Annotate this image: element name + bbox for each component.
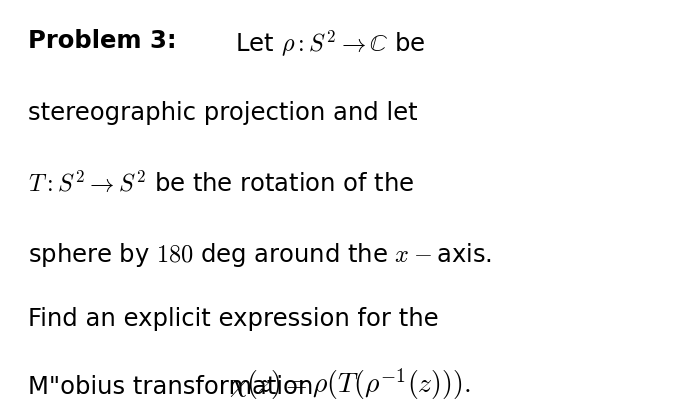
- Text: $T : S^2 \rightarrow S^2$ be the rotation of the: $T : S^2 \rightarrow S^2$ be the rotatio…: [28, 171, 414, 197]
- Text: sphere by $180$ deg around the $x-$axis.: sphere by $180$ deg around the $x-$axis.: [28, 241, 492, 269]
- Text: Let $\rho : S^2 \rightarrow \mathbb{C}$ be: Let $\rho : S^2 \rightarrow \mathbb{C}$ …: [220, 29, 426, 59]
- Text: stereographic projection and let: stereographic projection and let: [28, 101, 418, 125]
- Text: Find an explicit expression for the: Find an explicit expression for the: [28, 307, 439, 331]
- Text: M"obius transformation: M"obius transformation: [28, 375, 314, 399]
- Text: $\chi(z) = \rho(T(\rho^{-1}(z))).$: $\chi(z) = \rho(T(\rho^{-1}(z))).$: [229, 367, 471, 402]
- Text: Problem 3:: Problem 3:: [28, 29, 176, 53]
